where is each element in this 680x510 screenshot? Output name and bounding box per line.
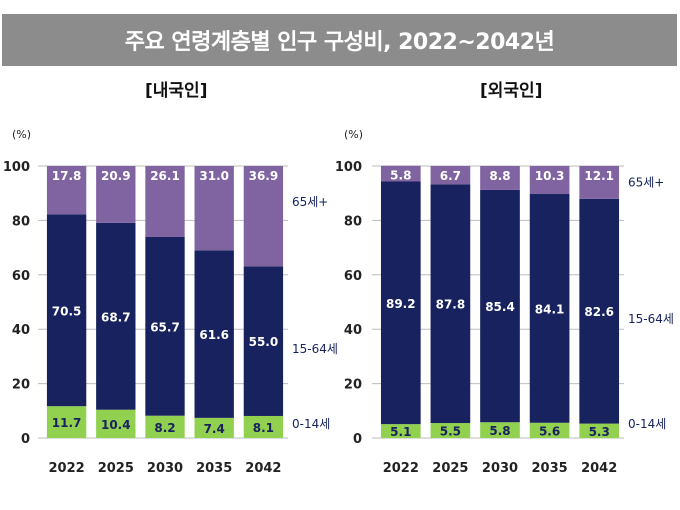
bar-segment-age-65-plus [194,166,234,251]
panel-title-foreign: [외국인] [480,81,543,101]
y-tick-label: 40 [12,323,30,338]
data-label: 89.2 [386,297,416,311]
x-tick-label: 2042 [581,461,617,476]
data-label: 70.5 [52,304,82,318]
chart-banner-title: 주요 연령계층별 인구 구성비, 2022~2042년 [2,14,677,66]
bar-segment-age-15-64 [380,181,421,425]
x-tick-label: 2025 [98,461,134,476]
y-tick-label: 100 [335,160,362,175]
y-axis-unit-label: (%) [344,128,363,141]
data-label: 82.6 [584,305,614,319]
data-label: 5.3 [589,425,610,439]
y-axis-unit-label: (%) [12,128,31,141]
bar-segment-age-15-64 [579,198,620,424]
data-label: 7.4 [204,422,225,436]
bar-segment-age-0-14 [430,423,471,438]
data-label: 5.6 [539,424,560,438]
bar-segment-age-65-plus [46,166,87,215]
bar-segment-age-15-64 [96,222,136,410]
bar-segment-age-0-14 [529,422,570,438]
bar-segment-age-65-plus [145,166,185,237]
data-label: 5.1 [390,425,411,439]
y-tick-label: 40 [344,323,362,338]
y-tick-label: 20 [12,378,30,393]
bar-segment-age-0-14 [243,415,284,438]
bar-segment-age-15-64 [480,189,520,423]
data-label: 20.9 [101,169,131,183]
bar-segment-age-15-64 [243,266,284,416]
data-label: 87.8 [436,298,466,312]
panel-title-domestic: [내국인] [145,81,208,101]
data-label: 84.1 [535,302,565,316]
data-label: 5.8 [390,169,411,183]
bar-segment-age-0-14 [145,415,185,438]
x-tick-label: 2042 [245,461,281,476]
x-tick-label: 2022 [49,461,85,476]
bar-segment-age-65-plus [96,166,136,223]
data-label: 12.1 [584,169,614,183]
bar-segment-age-15-64 [46,214,87,407]
data-label: 6.7 [440,169,461,183]
data-label: 11.7 [52,416,82,430]
data-label: 5.5 [440,425,461,439]
bar-segment-age-15-64 [529,194,570,423]
data-label: 17.8 [52,169,82,183]
data-label: 10.4 [101,418,131,432]
x-tick-label: 2022 [383,461,419,476]
bar-segment-age-65-plus [579,166,620,199]
y-tick-label: 20 [344,378,362,393]
bar-segment-age-0-14 [96,409,136,438]
legend-label: 0-14세 [628,417,666,431]
x-tick-label: 2025 [432,461,468,476]
bar-segment-age-65-plus [243,166,284,267]
bar-segment-age-0-14 [579,423,620,438]
legend-label: 15-64세 [628,312,674,326]
y-tick-label: 60 [344,269,362,284]
y-tick-label: 0 [353,432,362,447]
y-tick-label: 80 [12,214,30,229]
bar-segment-age-65-plus [529,166,570,195]
data-label: 26.1 [150,169,180,183]
data-label: 68.7 [101,310,131,324]
bar-segment-age-65-plus [480,166,520,190]
bar-segment-age-65-plus [380,165,421,182]
bar-segment-age-0-14 [480,422,520,438]
data-label: 65.7 [150,320,180,334]
data-label: 31.0 [199,169,229,183]
bar-segment-age-0-14 [46,406,87,438]
x-tick-label: 2035 [532,461,568,476]
y-tick-label: 0 [21,432,30,447]
x-tick-label: 2035 [196,461,232,476]
legend-label: 0-14세 [292,417,330,431]
bar-segment-age-15-64 [430,184,471,424]
bar-segment-age-15-64 [194,250,234,418]
data-label: 36.9 [249,169,279,183]
data-label: 8.1 [253,421,274,435]
bar-segment-age-0-14 [380,424,421,438]
y-tick-label: 60 [12,269,30,284]
data-label: 5.8 [489,424,510,438]
bar-segment-age-0-14 [194,417,234,438]
bar-segment-age-65-plus [430,166,471,185]
data-label: 61.6 [199,328,229,342]
legend-label: 65세+ [292,195,328,209]
bar-segment-age-15-64 [145,236,185,416]
data-label: 8.8 [489,169,510,183]
data-label: 85.4 [485,300,515,314]
y-tick-label: 100 [3,160,30,175]
data-label: 55.0 [249,335,279,349]
legend-label: 15-64세 [292,342,338,356]
legend-label: 65세+ [628,175,664,189]
data-label: 8.2 [154,421,175,435]
data-label: 10.3 [535,169,565,183]
x-tick-label: 2030 [147,461,183,476]
x-tick-label: 2030 [482,461,518,476]
y-tick-label: 80 [344,214,362,229]
